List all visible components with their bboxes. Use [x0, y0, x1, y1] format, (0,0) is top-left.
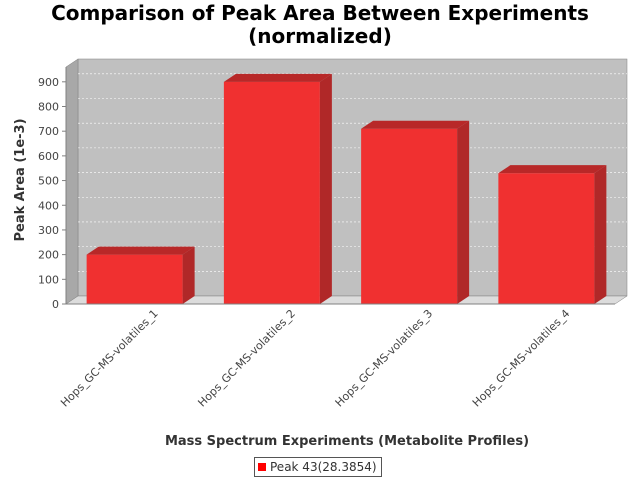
bar-top — [223, 73, 332, 82]
bar-top — [361, 120, 470, 129]
x-tick-label: Hops_GC-MS-volatiles_3 — [333, 307, 436, 410]
y-tick-label: 200 — [38, 249, 59, 262]
plot-side-wall — [65, 58, 79, 305]
x-axis: Hops_GC-MS-volatiles_1 Hops_GC-MS-volatil… — [58, 303, 615, 410]
y-tick-label: 0 — [52, 298, 59, 311]
chart-title: Comparison of Peak Area Between Experime… — [0, 2, 640, 48]
x-tick-label: Hops_GC-MS-volatiles_4 — [470, 307, 573, 410]
bar — [86, 254, 183, 304]
y-axis-label: Peak Area (1e-3) — [13, 118, 28, 241]
legend: Peak 43(28.3854) — [254, 457, 382, 477]
bar — [361, 128, 458, 304]
bar-side — [594, 165, 607, 304]
y-tick-label: 600 — [38, 150, 59, 163]
y-tick-label: 400 — [38, 199, 59, 212]
bar-side — [182, 246, 195, 304]
y-tick-label: 800 — [38, 101, 59, 114]
bar-top — [498, 165, 607, 174]
bar-side — [457, 120, 470, 304]
chart-title-line-2: (normalized) — [248, 24, 392, 48]
bars — [86, 73, 607, 304]
x-tick-label: Hops_GC-MS-volatiles_2 — [195, 307, 298, 410]
x-axis-label: Mass Spectrum Experiments (Metabolite Pr… — [165, 434, 529, 449]
y-tick-label: 500 — [38, 175, 59, 188]
y-tick-label: 700 — [38, 125, 59, 138]
chart-title-line-1: Comparison of Peak Area Between Experime… — [51, 1, 589, 25]
bar-side — [319, 73, 332, 304]
bar-top — [86, 246, 195, 255]
y-tick-label: 100 — [38, 273, 59, 286]
y-tick-label: 900 — [38, 76, 59, 89]
y-axis: 0 100 200 300 400 500 600 700 800 900 — [38, 67, 67, 311]
legend-label: Peak 43(28.3854) — [270, 460, 377, 474]
bar — [498, 173, 595, 304]
x-tick-label: Hops_GC-MS-volatiles_1 — [58, 307, 161, 410]
y-tick-label: 300 — [38, 224, 59, 237]
legend-swatch — [258, 463, 266, 471]
bar — [223, 81, 320, 304]
